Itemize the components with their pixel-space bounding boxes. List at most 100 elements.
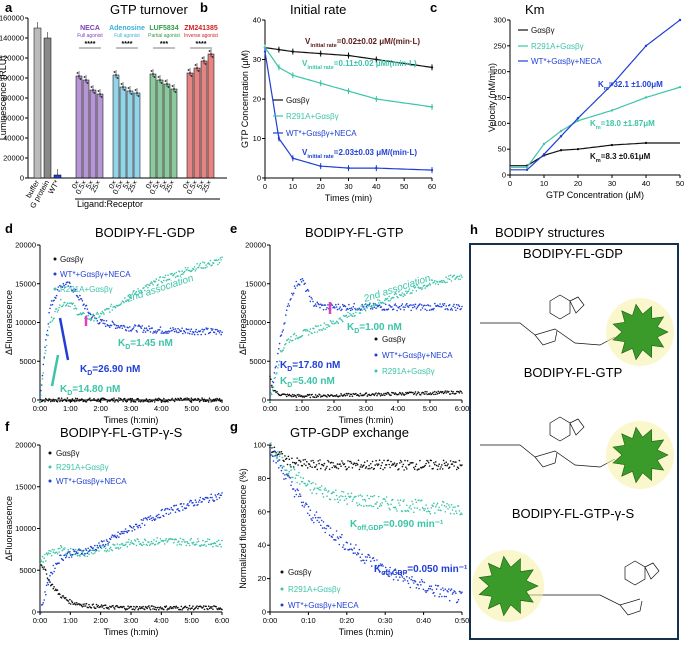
data-point [119, 547, 122, 549]
data-point [90, 317, 93, 319]
data-point [138, 540, 140, 543]
data-point [172, 327, 174, 329]
data-point [198, 400, 201, 403]
data-point [170, 506, 173, 509]
data-point [409, 586, 412, 589]
data-point [108, 325, 110, 327]
replicate-dot [190, 75, 193, 77]
data-point [416, 507, 419, 509]
data-point [294, 338, 297, 340]
x-tick-label: 50 [676, 179, 684, 188]
y-tick-label: 100 [253, 441, 266, 450]
data-point [363, 562, 366, 564]
data-point [208, 499, 211, 502]
data-point [208, 397, 211, 400]
data-point [141, 522, 143, 525]
data-point [79, 399, 82, 402]
data-point [55, 551, 58, 554]
data-point [146, 544, 148, 547]
data-point [280, 450, 283, 453]
data-point [644, 96, 648, 99]
data-point [295, 462, 298, 464]
data-point [357, 553, 360, 555]
x-tick-label: 0:50 [455, 616, 470, 625]
data-point [122, 400, 124, 403]
data-point [292, 467, 295, 469]
data-point [416, 392, 419, 395]
data-point [164, 606, 167, 609]
data-point [288, 341, 291, 344]
data-point [163, 332, 166, 334]
data-point [318, 462, 320, 465]
data-point [320, 485, 323, 487]
data-point [377, 564, 380, 567]
data-point [221, 399, 223, 402]
data-point [384, 570, 386, 573]
text-span: =26.90 nM [92, 364, 140, 375]
data-point [214, 542, 217, 545]
data-point [389, 566, 391, 569]
data-point [86, 552, 89, 554]
data-point [327, 324, 329, 326]
data-point [443, 391, 446, 394]
data-point [79, 294, 81, 297]
data-point [425, 462, 427, 465]
data-point [124, 397, 126, 400]
data-point [380, 504, 383, 507]
data-point [404, 294, 406, 297]
data-point [447, 463, 449, 465]
data-point [155, 399, 158, 402]
data-point [132, 291, 134, 293]
data-point [68, 400, 70, 402]
data-point [334, 498, 336, 501]
data-point [206, 266, 208, 268]
data-point [123, 532, 125, 535]
data-point [404, 579, 406, 581]
data-point [364, 500, 367, 502]
data-point [208, 607, 211, 610]
data-point [341, 319, 343, 322]
data-point [95, 313, 98, 315]
data-point [386, 502, 389, 505]
data-point [159, 276, 162, 278]
x-axis-label: GTP Concentration (μM) [546, 190, 644, 200]
data-point [311, 298, 313, 300]
data-point [313, 331, 316, 334]
legend-label: Gαsβγ [531, 26, 554, 35]
data-point [110, 303, 113, 306]
data-point [403, 469, 405, 471]
data-point [364, 309, 367, 312]
data-point [169, 327, 172, 330]
bar-adenosine [133, 92, 141, 179]
group-subtitle: Inverse agonist [184, 33, 219, 39]
data-point [313, 487, 316, 490]
data-point [292, 292, 295, 295]
data-point [150, 540, 153, 543]
data-point [433, 591, 435, 594]
data-point [141, 399, 143, 401]
data-point [67, 285, 70, 287]
data-point [405, 290, 407, 293]
data-point [322, 308, 325, 311]
replicate-dot [189, 72, 191, 74]
data-point [84, 605, 87, 607]
data-point [148, 284, 151, 287]
data-point [293, 468, 296, 471]
y-tick-label: 15000 [245, 279, 266, 288]
data-point [392, 308, 395, 311]
data-point [314, 466, 317, 468]
data-point [212, 545, 214, 548]
data-point [187, 267, 189, 269]
data-point [221, 256, 223, 259]
data-point [326, 465, 328, 468]
data-point [434, 512, 436, 514]
data-point [179, 275, 182, 277]
data-point [334, 307, 336, 309]
data-point [67, 549, 70, 551]
data-point [415, 394, 418, 396]
data-point [311, 466, 313, 469]
data-point [85, 401, 88, 403]
data-point [174, 607, 177, 609]
data-point [434, 463, 436, 466]
data-point [143, 289, 146, 292]
